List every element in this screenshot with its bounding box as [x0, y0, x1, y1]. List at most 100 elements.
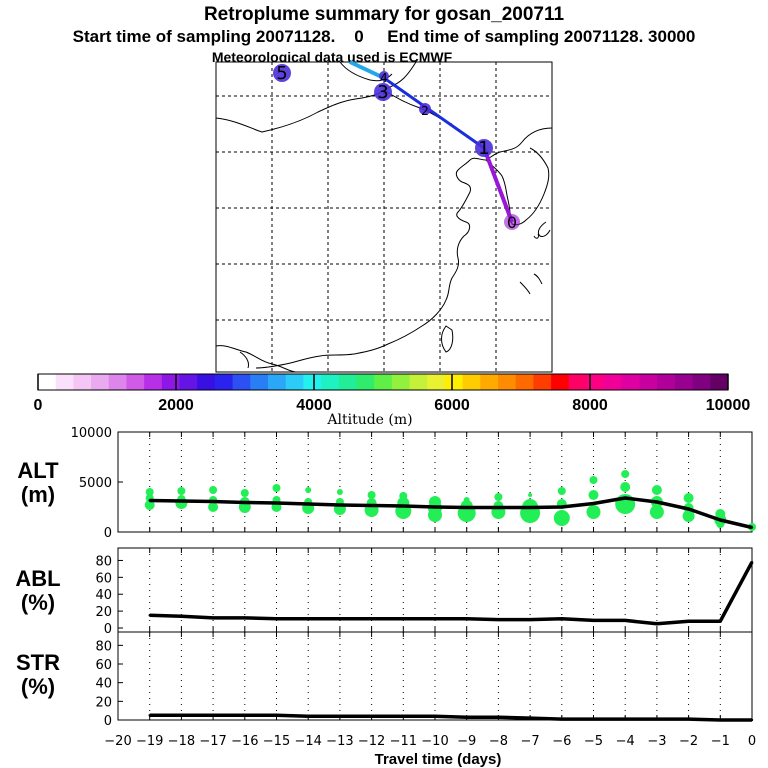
spread-blob	[175, 497, 188, 509]
spread-blob	[586, 505, 601, 519]
series-point	[402, 504, 405, 508]
colorbar-cell	[285, 374, 304, 390]
spread-blob	[209, 486, 218, 494]
colorbar-cells	[38, 374, 729, 390]
panel-str: 0 20 40 60 80 STR(%)	[16, 631, 754, 729]
colorbar-cell	[427, 374, 446, 390]
series-point	[497, 506, 500, 509]
colorbar-cell	[710, 374, 729, 390]
colorbar-cell	[321, 374, 340, 390]
trajectory-map: 0 1 2 34 5	[215, 60, 553, 373]
series-point	[497, 716, 500, 719]
spread-blob	[588, 490, 599, 500]
colorbar-cell	[533, 374, 552, 390]
series-point	[433, 617, 437, 620]
figure-title: Retroplume summary for gosan_200711	[204, 4, 565, 25]
series-point	[275, 501, 278, 505]
series-point	[402, 617, 405, 620]
colorbar-cell	[38, 374, 57, 390]
colorbar-cell	[338, 374, 357, 390]
x-tick-label: −7	[521, 734, 540, 749]
coast-bohai	[255, 157, 487, 369]
korea-islands	[533, 233, 539, 239]
series-point	[687, 717, 690, 721]
series-point	[528, 716, 532, 720]
spread-blob	[528, 493, 533, 497]
day-marker	[379, 71, 389, 81]
spread-blob	[621, 470, 630, 478]
series-line-abl	[149, 561, 754, 626]
altitude-colorbar: 0 2000 4000 6000 8000 10000 Altitude (m)	[34, 373, 751, 428]
x-tick-label: −5	[584, 734, 603, 749]
colorbar-cell	[462, 374, 481, 390]
colorbar-cell	[586, 374, 605, 390]
spread-blob	[240, 489, 249, 497]
spread-blob	[589, 476, 598, 484]
colorbar-cell	[55, 374, 74, 390]
hainan-area	[239, 351, 249, 369]
spread-blob	[682, 510, 695, 522]
x-tick-label: −6	[552, 734, 571, 749]
panel-abl: 0 20 40 60 80 ABL(%)	[15, 547, 754, 637]
spread-blob	[683, 493, 694, 503]
series-point	[528, 506, 532, 509]
panel-frame	[117, 631, 753, 721]
x-tick-label: 0	[748, 734, 756, 749]
trajectory-recent-segment	[482, 147, 514, 223]
series-point	[148, 714, 151, 717]
day-marker	[475, 139, 493, 157]
x-tick-label: −9	[457, 734, 476, 749]
colorbar-ticks: 0 2000 4000 6000 8000 10000	[34, 374, 751, 414]
x-tick-label: −13	[326, 734, 353, 749]
spread-blob	[177, 487, 186, 495]
y-tick-label: 0	[104, 714, 112, 729]
x-tick-label: −19	[136, 734, 163, 749]
series-point	[338, 617, 342, 620]
sampling-times: Start time of sampling 20071128. 0 End t…	[73, 27, 696, 46]
series-point	[370, 617, 373, 620]
series-point	[243, 616, 246, 620]
spread-blob	[494, 493, 503, 501]
day-marker	[273, 64, 291, 82]
series-point	[687, 507, 690, 511]
series-point	[750, 526, 754, 529]
series-point	[750, 718, 754, 722]
series-point	[433, 715, 437, 718]
y-tick-label: 80	[95, 554, 112, 569]
colorbar-tick-label: 4000	[296, 397, 332, 414]
spread-blob	[208, 502, 219, 512]
day-marker-label: 1	[478, 138, 489, 159]
x-tick-label: −3	[647, 734, 666, 749]
x-tick-label: −1	[711, 734, 730, 749]
colorbar-tick-label: 6000	[434, 397, 470, 414]
series-point	[211, 616, 215, 620]
series-point	[307, 715, 310, 718]
colorbar-cell	[303, 374, 322, 390]
series-point	[655, 622, 659, 625]
colorbar-tick-label: 10000	[706, 397, 751, 414]
colorbar-cell	[498, 374, 517, 390]
colorbar-cell	[568, 374, 587, 390]
x-tick-label: −11	[390, 734, 417, 749]
day-marker-label: 0	[507, 213, 517, 232]
x-tick-label: −17	[199, 734, 226, 749]
colorbar-cell	[356, 374, 375, 390]
panel-label: (%)	[21, 674, 55, 699]
panel-label: STR	[16, 650, 60, 675]
day-marker	[419, 103, 431, 115]
colorbar-cell	[480, 374, 499, 390]
spread-blob	[557, 487, 566, 495]
series-point	[719, 518, 722, 522]
series-point	[307, 502, 310, 506]
colorbar-cell	[250, 374, 269, 390]
map-gridlines	[216, 62, 552, 372]
series-point	[560, 717, 563, 721]
coast-japan	[537, 221, 551, 237]
series-point	[148, 499, 151, 502]
spread-blob	[553, 510, 570, 526]
x-tick-label: −15	[263, 734, 290, 749]
spread-blob	[272, 484, 281, 492]
panel-label: (m)	[21, 482, 55, 507]
colorbar-cell	[126, 374, 145, 390]
colorbar-tick-label: 8000	[572, 397, 608, 414]
